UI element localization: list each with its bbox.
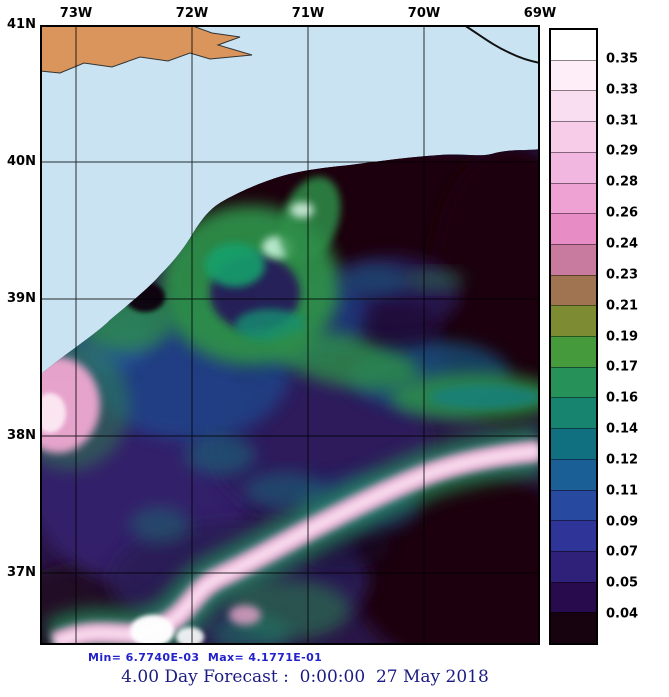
- model-data-region: [40, 149, 540, 645]
- colorbar-tick-label: 0.05: [606, 575, 639, 591]
- colorbar-tick-label: 0.16: [606, 390, 639, 406]
- colorbar-block: [551, 151, 596, 183]
- data-field-blobs: [40, 149, 540, 645]
- land-mass: [40, 25, 253, 74]
- colorbar-block: [551, 30, 596, 60]
- lon-tick-label: 70W: [407, 6, 441, 21]
- green-eddy: [160, 176, 341, 365]
- colorbar-block: [551, 489, 596, 521]
- colorbar-tick-label: 0.28: [606, 174, 639, 190]
- colorbar-tick-label: 0.14: [606, 421, 639, 437]
- colorbar-tick-label: 0.23: [606, 267, 639, 283]
- colorbar-block: [551, 274, 596, 306]
- colorbar-tick-label: 0.09: [606, 514, 639, 530]
- colorbar-block: [551, 59, 596, 91]
- map-frame: [40, 25, 540, 645]
- minmax-stats: Min= 6.7740E-03 Max= 4.1771E-01: [88, 651, 323, 664]
- colorbar-block: [551, 90, 596, 122]
- colorbar-block: [551, 336, 596, 367]
- colorbar-block: [551, 121, 596, 152]
- colorbar-block: [551, 428, 596, 459]
- lon-tick-label: 73W: [59, 6, 93, 21]
- colorbar-block: [551, 458, 596, 490]
- colorbar-tick-label: 0.19: [606, 329, 639, 344]
- lon-tick-label: 72W: [175, 6, 209, 21]
- colorbar-tick-label: 0.04: [606, 606, 639, 622]
- colorbar-tick-label: 0.33: [606, 82, 639, 98]
- colorbar-tick-label: 0.21: [606, 298, 639, 314]
- plot-title: 4.00 Day Forecast : 0:00:00 27 May 2018: [121, 667, 489, 687]
- map-plot: [40, 25, 540, 645]
- coastline-path: [463, 25, 540, 64]
- colorbar-block: [551, 581, 596, 613]
- colorbar-tick-label: 0.07: [606, 544, 639, 560]
- colorbar-block: [551, 243, 596, 275]
- colorbar-tick-label: 0.35: [606, 51, 639, 67]
- colorbar-tick-label: 0.29: [606, 143, 639, 159]
- colorbar-block: [551, 366, 596, 398]
- lat-tick-label: 38N: [7, 428, 36, 443]
- colorbar-block: [551, 612, 596, 644]
- colorbar-block: [551, 520, 596, 551]
- colorbar-block: [551, 397, 596, 429]
- colorbar-tick-label: 0.26: [606, 205, 639, 221]
- grid-lines: [40, 25, 540, 645]
- lon-tick-label: 71W: [291, 6, 325, 21]
- lat-tick-label: 40N: [7, 154, 36, 169]
- colorbar-tick-label: 0.12: [606, 452, 639, 468]
- plot-border: [40, 25, 540, 645]
- colorbar-tick-label: 0.17: [606, 359, 639, 375]
- colorbar-tick-label: 0.11: [606, 483, 639, 499]
- lat-tick-label: 39N: [7, 291, 36, 306]
- colorbar: [549, 28, 598, 645]
- colorbar-block: [551, 182, 596, 214]
- lat-tick-label: 37N: [7, 565, 36, 580]
- colorbar-tick-label: 0.24: [606, 236, 639, 252]
- colorbar-block: [551, 550, 596, 582]
- colorbar-tick-label: 0.31: [606, 113, 639, 129]
- pink-front-filament: [44, 424, 540, 645]
- lat-tick-label: 41N: [7, 17, 36, 32]
- colorbar-block: [551, 213, 596, 244]
- colorbar-block: [551, 305, 596, 337]
- lon-tick-label: 69W: [523, 6, 557, 21]
